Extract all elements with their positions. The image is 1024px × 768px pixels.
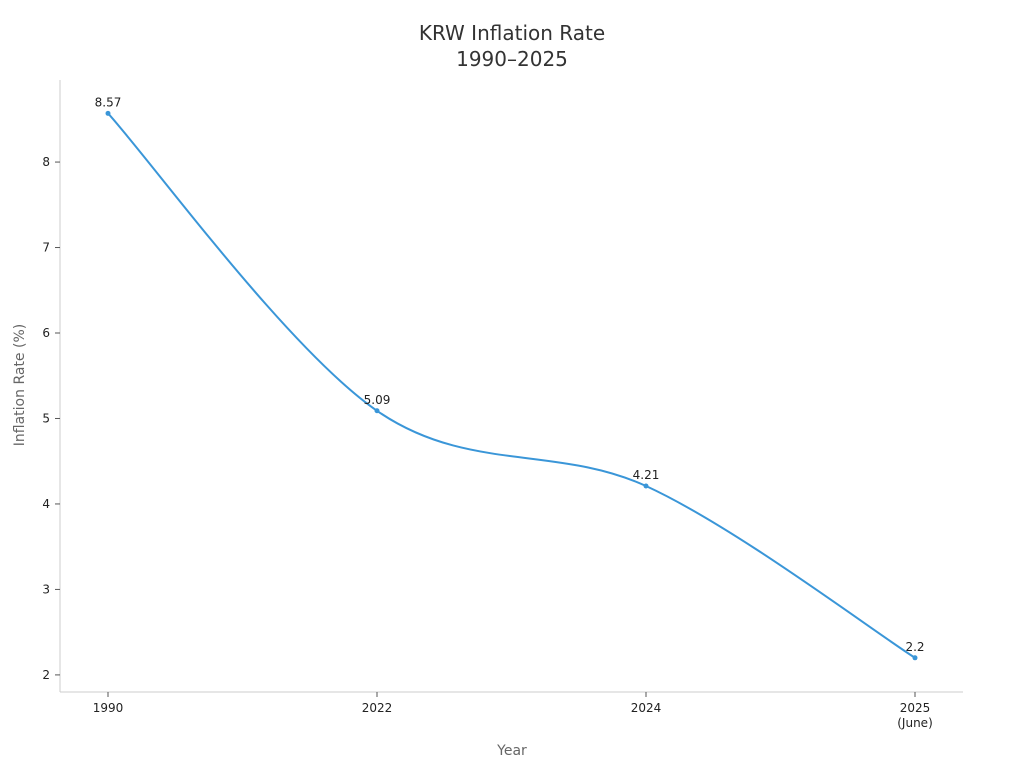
point bbox=[105, 110, 111, 116]
x-axis-label: Year bbox=[496, 743, 527, 759]
y-tick-label: 7 bbox=[42, 241, 50, 255]
point bbox=[374, 408, 380, 414]
point bbox=[643, 483, 649, 489]
data-label: 5.09 bbox=[364, 393, 391, 407]
y-tick-label: 3 bbox=[42, 582, 50, 596]
data-label: 2.2 bbox=[905, 640, 924, 654]
x-tick-label: 2024 bbox=[631, 701, 662, 715]
chart-title: KRW Inflation Rate bbox=[419, 21, 605, 45]
y-tick-label: 5 bbox=[42, 411, 50, 425]
y-tick-label: 2 bbox=[42, 668, 50, 682]
x-tick-label: 2025 (June) bbox=[897, 701, 933, 730]
y-tick-label: 6 bbox=[42, 326, 50, 340]
x-tick-label: 1990 bbox=[93, 701, 124, 715]
line bbox=[107, 112, 916, 659]
y-tick-label: 4 bbox=[42, 497, 50, 511]
point bbox=[912, 655, 918, 661]
data-label: 4.21 bbox=[633, 468, 660, 482]
y-axis-label: Inflation Rate (%) bbox=[12, 324, 28, 446]
chart-subtitle: 1990–2025 bbox=[456, 47, 568, 71]
y-tick-label: 8 bbox=[42, 155, 50, 169]
data-label: 8.57 bbox=[95, 95, 122, 109]
x-tick-label: 2022 bbox=[362, 701, 393, 715]
